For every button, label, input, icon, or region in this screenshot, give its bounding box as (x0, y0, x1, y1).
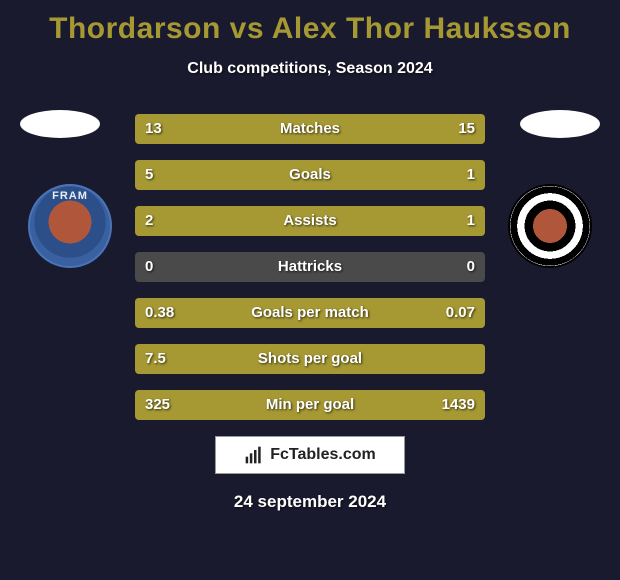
date-text: 24 september 2024 (0, 492, 620, 512)
stat-row: 3251439Min per goal (135, 390, 485, 420)
stat-row: 00Hattricks (135, 252, 485, 282)
stat-label: Assists (135, 206, 485, 236)
subtitle: Club competitions, Season 2024 (0, 60, 620, 78)
stat-label: Matches (135, 114, 485, 144)
stat-row: 7.5Shots per goal (135, 344, 485, 374)
player-left-ellipse (20, 110, 100, 138)
stat-label: Shots per goal (135, 344, 485, 374)
page-title: Thordarson vs Alex Thor Hauksson (0, 0, 620, 46)
chart-icon (244, 445, 264, 465)
club-badge-right (508, 184, 592, 268)
stat-row: 1315Matches (135, 114, 485, 144)
stat-label: Min per goal (135, 390, 485, 420)
comparison-area: 1315Matches 51Goals 21Assists 00Hattricks 0.… (0, 114, 620, 420)
stat-row: 21Assists (135, 206, 485, 236)
watermark-text: FcTables.com (270, 446, 376, 464)
stat-row: 51Goals (135, 160, 485, 190)
stat-bars: 1315Matches 51Goals 21Assists 00Hattricks 0.… (135, 114, 485, 420)
stat-label: Hattricks (135, 252, 485, 282)
club-badge-left (28, 184, 112, 268)
stat-label: Goals (135, 160, 485, 190)
stat-label: Goals per match (135, 298, 485, 328)
watermark: FcTables.com (215, 436, 405, 474)
player-right-ellipse (520, 110, 600, 138)
stat-row: 0.380.07Goals per match (135, 298, 485, 328)
